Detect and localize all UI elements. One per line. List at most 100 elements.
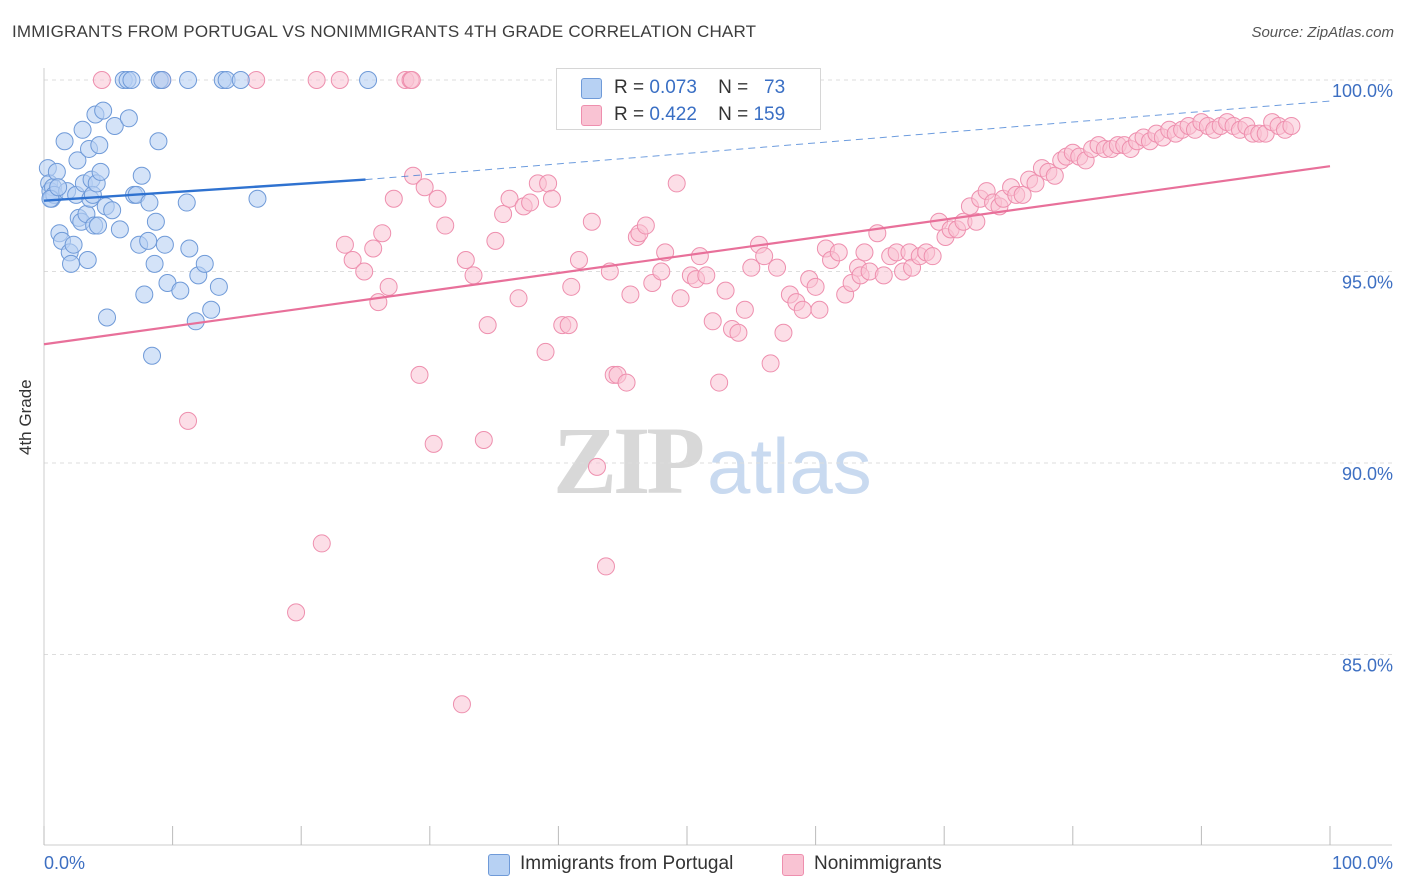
data-point-nonimmigrants — [307, 71, 326, 89]
data-point-nonimmigrants — [410, 365, 429, 384]
data-point-nonimmigrants — [179, 411, 198, 430]
legend-r-label: R = — [614, 77, 645, 98]
data-point-portugal — [64, 235, 83, 254]
data-point-portugal — [186, 312, 205, 331]
data-point-portugal — [139, 231, 158, 250]
data-point-nonimmigrants — [415, 178, 434, 197]
correlation-legend: R = 0.073 N = 73 R = 0.422 N = 159 — [556, 68, 821, 130]
legend-swatch-nonimmigrants — [782, 854, 804, 876]
data-point-portugal — [68, 151, 87, 170]
data-point-nonimmigrants — [521, 193, 540, 212]
data-point-nonimmigrants — [667, 174, 686, 193]
data-point-nonimmigrants — [829, 243, 848, 262]
data-point-nonimmigrants — [1282, 116, 1301, 135]
data-point-portugal — [62, 254, 81, 273]
data-point-portugal — [180, 239, 199, 258]
y-tick-label: 90.0% — [1342, 464, 1393, 484]
data-point-nonimmigrants — [384, 189, 403, 208]
watermark-zip: ZIP — [553, 407, 705, 514]
data-point-nonimmigrants — [636, 216, 655, 235]
data-point-nonimmigrants — [923, 247, 942, 266]
data-point-portugal — [132, 166, 151, 185]
x-tick-label: 0.0% — [44, 853, 85, 873]
data-point-nonimmigrants — [652, 262, 671, 281]
data-point-nonimmigrants — [710, 373, 729, 392]
legend-r-label: R = — [614, 104, 645, 125]
data-point-nonimmigrants — [539, 174, 558, 193]
legend-swatch-pink — [581, 105, 602, 126]
data-point-portugal — [231, 71, 250, 89]
data-point-nonimmigrants — [716, 281, 735, 300]
trend-line-portugal-extension — [365, 100, 1331, 181]
data-point-nonimmigrants — [703, 312, 722, 331]
trend-line-nonimmigrants — [43, 165, 1331, 346]
data-point-nonimmigrants — [474, 431, 493, 450]
data-point-nonimmigrants — [92, 71, 111, 89]
legend-r-value-portugal: 0.073 — [649, 77, 697, 98]
data-point-nonimmigrants — [536, 342, 555, 361]
data-point-portugal — [359, 71, 378, 89]
data-point-portugal — [177, 193, 196, 212]
data-point-nonimmigrants — [364, 239, 383, 258]
data-point-nonimmigrants — [671, 289, 690, 308]
data-point-portugal — [105, 116, 124, 135]
data-point-nonimmigrants — [464, 266, 483, 285]
legend-r-value-nonimmigrants: 0.422 — [649, 104, 697, 125]
data-point-portugal — [171, 281, 190, 300]
data-point-nonimmigrants — [729, 323, 748, 342]
data-point-nonimmigrants — [335, 235, 354, 254]
data-point-portugal — [179, 71, 198, 89]
series-legend: Immigrants from Portugal Nonimmigrants — [0, 852, 1406, 878]
data-point-portugal — [140, 193, 159, 212]
data-point-nonimmigrants — [755, 247, 774, 266]
data-point-nonimmigrants — [486, 231, 505, 250]
data-point-nonimmigrants — [617, 373, 636, 392]
data-point-nonimmigrants — [761, 354, 780, 373]
data-point-nonimmigrants — [774, 323, 793, 342]
data-point-nonimmigrants — [287, 603, 306, 622]
legend-n-value-nonimmigrants: 159 — [753, 104, 786, 125]
data-point-nonimmigrants — [312, 534, 331, 553]
legend-swatch-blue — [581, 78, 602, 99]
data-point-nonimmigrants — [542, 189, 561, 208]
data-point-portugal — [119, 109, 138, 128]
chart-title: IMMIGRANTS FROM PORTUGAL VS NONIMMIGRANT… — [12, 22, 757, 41]
data-point-nonimmigrants — [247, 71, 266, 89]
data-point-nonimmigrants — [735, 300, 754, 319]
data-point-portugal — [153, 71, 172, 89]
data-point-nonimmigrants — [436, 216, 455, 235]
source-label: Source: ZipAtlas.com — [1251, 24, 1394, 41]
data-point-nonimmigrants — [404, 166, 423, 185]
data-point-nonimmigrants — [768, 258, 787, 277]
data-point-portugal — [195, 254, 214, 273]
trend-line-portugal — [43, 178, 366, 202]
data-point-nonimmigrants — [494, 205, 513, 224]
data-point-nonimmigrants — [1045, 166, 1064, 185]
y-tick-label: 85.0% — [1342, 656, 1393, 676]
data-point-nonimmigrants — [452, 695, 471, 714]
data-point-nonimmigrants — [806, 277, 825, 296]
data-point-portugal — [248, 189, 267, 208]
data-point-nonimmigrants — [596, 557, 615, 576]
data-point-nonimmigrants — [509, 289, 528, 308]
data-point-nonimmigrants — [742, 258, 761, 277]
data-point-nonimmigrants — [793, 300, 812, 319]
data-point-nonimmigrants — [587, 457, 606, 476]
data-point-nonimmigrants — [690, 247, 709, 266]
data-point-portugal — [94, 101, 113, 120]
data-point-portugal — [145, 254, 164, 273]
data-point-nonimmigrants — [621, 285, 640, 304]
data-point-portugal — [47, 162, 66, 181]
y-tick-label: 100.0% — [1332, 81, 1393, 101]
data-point-portugal — [149, 132, 168, 151]
data-point-nonimmigrants — [562, 277, 581, 296]
data-point-nonimmigrants — [569, 251, 588, 270]
data-point-nonimmigrants — [559, 316, 578, 335]
legend-n-label: N = — [718, 104, 749, 125]
data-point-nonimmigrants — [855, 243, 874, 262]
data-point-nonimmigrants — [967, 212, 986, 231]
data-point-nonimmigrants — [456, 251, 475, 270]
data-point-nonimmigrants — [343, 251, 362, 270]
legend-n-value-portugal: 73 — [764, 77, 786, 98]
data-point-portugal — [90, 136, 109, 155]
